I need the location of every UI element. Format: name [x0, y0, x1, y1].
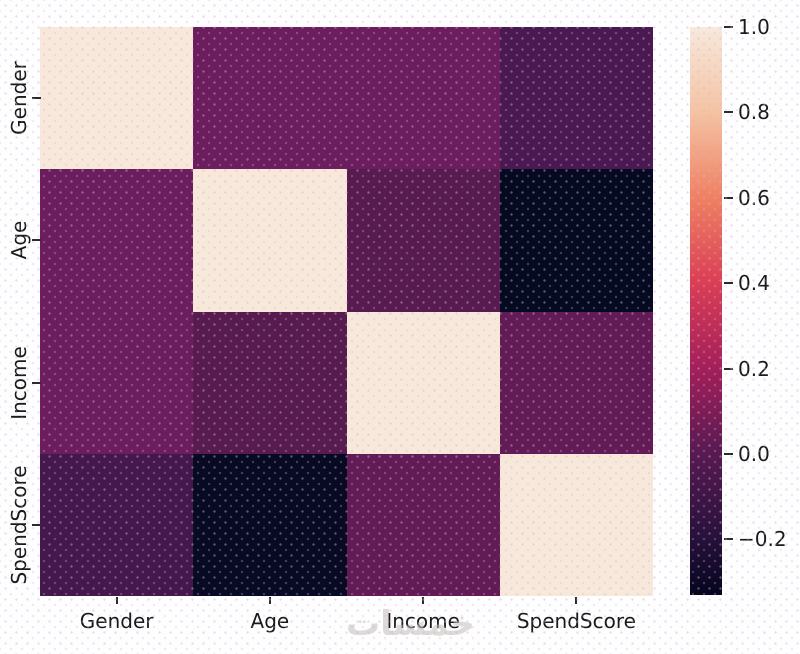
colorbar-tick-mark — [724, 282, 733, 285]
heatmap-cell-SpendScore-Gender — [40, 453, 194, 596]
y-tick-mark — [32, 381, 41, 384]
colorbar-tick-label: 1.0 — [738, 15, 770, 39]
y-tick-label: Age — [7, 221, 31, 260]
heatmap-grid — [40, 27, 653, 596]
y-tick-mark — [32, 239, 41, 242]
heatmap-cell-Age-SpendScore — [499, 169, 653, 312]
y-tick-label: Income — [7, 345, 31, 420]
heatmap-cell-Income-SpendScore — [499, 311, 653, 454]
y-tick-mark — [32, 523, 41, 526]
heatmap-cell-SpendScore-Income — [346, 453, 500, 596]
x-tick-mark — [575, 597, 578, 604]
colorbar-tick-label: 0.8 — [738, 100, 770, 125]
heatmap-cell-Age-Age — [193, 169, 347, 312]
y-tick-label: SpendScore — [7, 465, 31, 585]
y-tick-label: Gender — [7, 61, 31, 135]
colorbar-tick-mark — [724, 538, 733, 541]
heatmap-cell-Gender-SpendScore — [499, 27, 653, 170]
heatmap-cell-Income-Age — [193, 311, 347, 454]
x-tick-mark — [268, 597, 271, 604]
colorbar-tick-mark — [724, 111, 733, 114]
x-tick-label: Age — [250, 609, 290, 633]
x-tick-label: Income — [386, 609, 460, 633]
heatmap-cell-Age-Income — [346, 169, 500, 312]
heatmap-cell-Gender-Income — [346, 27, 500, 170]
colorbar-tick-mark — [724, 367, 733, 370]
heatmap-cell-Income-Gender — [40, 311, 194, 454]
heatmap-cell-Income-Income — [346, 311, 500, 454]
colorbar-tick-mark — [724, 196, 733, 199]
heatmap-cell-Gender-Age — [193, 27, 347, 170]
heatmap-cell-Gender-Gender — [40, 27, 194, 170]
colorbar-tick-label: 0.6 — [738, 185, 770, 210]
x-tick-mark — [115, 597, 118, 604]
x-tick-label: SpendScore — [516, 609, 636, 633]
heatmap-cell-SpendScore-SpendScore — [499, 453, 653, 596]
heatmap-cell-Age-Gender — [40, 169, 194, 312]
colorbar-tick-mark — [724, 26, 733, 28]
colorbar-tick-label: −0.2 — [738, 527, 787, 552]
colorbar-tick-mark — [724, 453, 733, 456]
x-tick-label: Gender — [79, 609, 154, 633]
colorbar-tick-label: 0.4 — [738, 271, 770, 296]
colorbar — [690, 27, 722, 595]
colorbar-tick-label: 0.2 — [738, 356, 770, 381]
colorbar-tick-label: 0.0 — [738, 442, 770, 467]
heatmap-cell-SpendScore-Age — [193, 453, 347, 596]
y-tick-mark — [32, 97, 41, 100]
x-tick-mark — [422, 597, 425, 604]
